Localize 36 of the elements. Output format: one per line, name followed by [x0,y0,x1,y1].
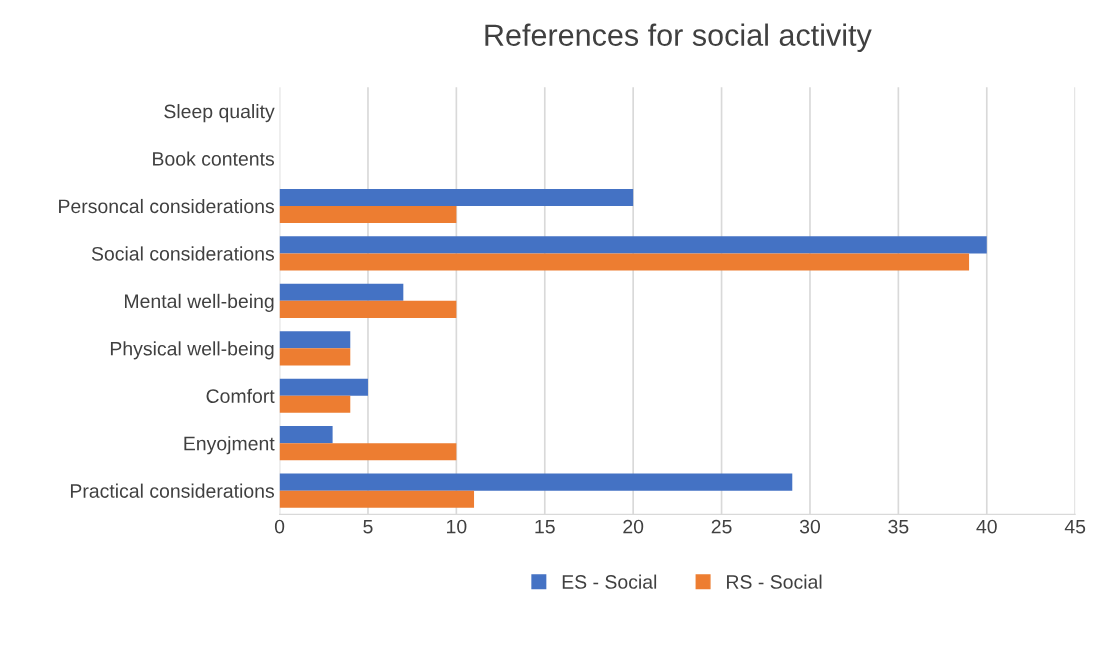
bar [279,426,333,444]
chart-title: References for social activity [485,23,872,53]
y-tick-label: Physical well-being [110,341,274,360]
bar [279,378,368,396]
y-tick-label: Sleep quality [164,104,275,123]
bar [279,300,457,318]
bar [279,473,793,491]
y-tick-label: Mental well-being [125,293,274,312]
bar [279,253,970,271]
x-tick-label: 5 [363,519,373,534]
y-tick-label: Comfort [206,388,275,403]
bar [279,188,634,206]
y-tick-label: Practical considerations [70,483,275,498]
y-tick-label: Book contents [153,151,275,166]
x-tick-label: 20 [623,519,644,534]
bar [279,236,987,254]
y-tick-label: Enyojment [184,436,275,455]
x-tick-label: 0 [274,519,285,534]
bar [279,348,351,366]
x-tick-label: 40 [976,519,997,534]
x-tick-label: 30 [799,519,821,534]
legend-label: RS - Social [727,574,822,589]
bar [279,490,475,508]
x-tick-label: 35 [888,519,909,534]
bar [279,283,404,301]
x-tick-label: 10 [447,519,467,534]
legend-label: ES - Social [562,574,657,589]
x-tick-label: 15 [535,519,555,534]
y-tick-label: Social considerations [91,246,275,261]
bar [279,205,457,224]
y-tick-label: Personcal considerations [59,198,275,214]
x-tick-label: 45 [1064,519,1086,534]
x-tick-label: 25 [711,519,732,534]
bar [279,331,351,349]
bar [279,443,457,461]
bar [279,395,351,413]
